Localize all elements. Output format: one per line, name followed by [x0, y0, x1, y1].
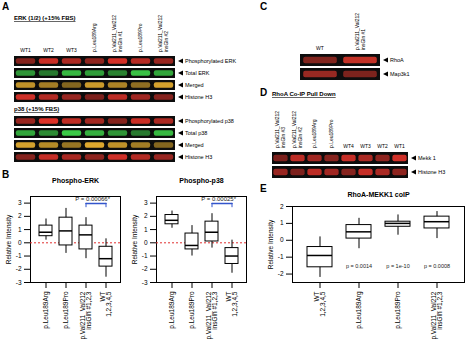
svg-text:Merged: Merged [185, 142, 204, 148]
svg-text:WT1,2,3,4,5: WT1,2,3,4,5 [99, 291, 113, 317]
svg-text:p.Val211_Val212insGln #2: p.Val211_Val212insGln #2 [157, 15, 169, 52]
svg-text:p.Val211_Val212insGln #1,2,3: p.Val211_Val212insGln #1,2,3 [79, 291, 93, 339]
svg-text:D: D [260, 87, 267, 98]
svg-text:p.Leu189Pro: p.Leu189Pro [394, 291, 402, 329]
svg-text:Relative Intensity: Relative Intensity [5, 214, 13, 264]
svg-text:RhoA-MEKK1 coIP: RhoA-MEKK1 coIP [347, 191, 410, 198]
svg-text:2: 2 [144, 212, 148, 219]
svg-text:p.Leu189Arg: p.Leu189Arg [42, 291, 50, 329]
svg-text:p38 (+15% FBS): p38 (+15% FBS) [14, 106, 59, 112]
svg-text:p = 0.0014: p = 0.0014 [346, 263, 372, 269]
svg-text:WT: WT [316, 45, 324, 51]
svg-text:p.Leu189Arg: p.Leu189Arg [168, 291, 176, 329]
svg-text:2: 2 [280, 203, 284, 210]
svg-text:-1: -1 [278, 253, 284, 260]
svg-text:Relative Intensity: Relative Intensity [131, 214, 139, 264]
svg-text:p.Val211_Val212insGln #1: p.Val211_Val212insGln #1 [111, 15, 123, 52]
svg-text:WT2: WT2 [43, 47, 54, 53]
svg-text:A: A [2, 1, 9, 12]
svg-text:-3: -3 [16, 279, 22, 286]
svg-text:3: 3 [144, 199, 148, 206]
svg-text:B: B [2, 169, 9, 180]
svg-text:p = 1e-10: p = 1e-10 [386, 263, 409, 269]
svg-text:Mekk 1: Mekk 1 [418, 155, 436, 161]
svg-text:-1: -1 [142, 252, 148, 259]
svg-text:Phospho-p38: Phospho-p38 [179, 177, 223, 185]
svg-text:P = 0.00066*: P = 0.00066* [75, 196, 110, 202]
svg-text:WT1: WT1 [394, 143, 405, 149]
svg-text:WT3: WT3 [66, 47, 77, 53]
svg-text:-3: -3 [142, 279, 148, 286]
svg-text:RhoA: RhoA [390, 57, 404, 63]
svg-text:p.Val211_Val212insGln #1: p.Val211_Val212insGln #1 [354, 13, 366, 50]
svg-text:Total p38: Total p38 [185, 130, 207, 136]
svg-text:E: E [260, 183, 267, 194]
svg-text:Phosphorylated p38: Phosphorylated p38 [185, 118, 234, 124]
svg-text:p.Leu189Pro: p.Leu189Pro [328, 119, 334, 148]
svg-text:-1: -1 [16, 252, 22, 259]
svg-text:p.Val211_Val212insGln #1,2,3: p.Val211_Val212insGln #1,2,3 [430, 291, 444, 339]
svg-text:0: 0 [144, 239, 148, 246]
svg-text:Total ERK: Total ERK [185, 70, 210, 76]
svg-text:1: 1 [18, 226, 22, 233]
svg-text:Merged: Merged [185, 82, 204, 88]
svg-text:p.Leu189Pro: p.Leu189Pro [137, 23, 143, 52]
svg-text:p.Leu189Arg: p.Leu189Arg [355, 291, 363, 329]
svg-text:p.Leu189Pro: p.Leu189Pro [188, 291, 196, 329]
svg-text:p.Val211_Val212insGln #3: p.Val211_Val212insGln #3 [274, 111, 286, 148]
svg-text:Phosphorylated ERK: Phosphorylated ERK [185, 58, 236, 64]
svg-text:p.Val211_Val212insGln #1,2,3: p.Val211_Val212insGln #1,2,3 [205, 291, 219, 339]
svg-text:C: C [260, 1, 267, 12]
svg-text:Phospho-ERK: Phospho-ERK [52, 177, 99, 185]
svg-text:2: 2 [18, 212, 22, 219]
svg-text:-2: -2 [16, 265, 22, 272]
svg-text:Histone H3: Histone H3 [185, 94, 212, 100]
svg-text:P = 0.00025*: P = 0.00025* [201, 196, 236, 202]
svg-text:p.Leu189Pro: p.Leu189Pro [62, 291, 70, 329]
svg-text:0: 0 [280, 236, 284, 243]
svg-text:Map3k1: Map3k1 [390, 71, 410, 77]
svg-text:p = 0.0008: p = 0.0008 [424, 263, 450, 269]
svg-text:p.Val211_Val212insGln #2: p.Val211_Val212insGln #2 [291, 111, 303, 148]
svg-text:-2: -2 [142, 265, 148, 272]
svg-text:Histone H3: Histone H3 [418, 169, 445, 175]
svg-text:Histone H3: Histone H3 [185, 154, 212, 160]
svg-text:1: 1 [144, 226, 148, 233]
svg-text:WT4: WT4 [343, 143, 354, 149]
svg-text:-2: -2 [278, 270, 284, 277]
svg-text:RhoA Co-IP Pull Down: RhoA Co-IP Pull Down [272, 91, 336, 97]
svg-text:WT1: WT1 [20, 47, 31, 53]
svg-text:WT1,2,3,4,5: WT1,2,3,4,5 [225, 291, 239, 317]
svg-text:Relative Intensity: Relative Intensity [267, 219, 275, 269]
svg-text:ERK (1/2) (+15% FBS): ERK (1/2) (+15% FBS) [14, 15, 76, 21]
svg-text:3: 3 [18, 199, 22, 206]
svg-text:WT3: WT3 [360, 143, 371, 149]
svg-text:p.Leu189Arg: p.Leu189Arg [311, 119, 317, 148]
svg-text:0: 0 [18, 239, 22, 246]
svg-text:WT2: WT2 [377, 143, 388, 149]
svg-text:WT1,2,3,4,5: WT1,2,3,4,5 [313, 291, 327, 317]
svg-text:p.Leu189Arg: p.Leu189Arg [91, 23, 97, 52]
svg-text:1: 1 [280, 219, 284, 226]
